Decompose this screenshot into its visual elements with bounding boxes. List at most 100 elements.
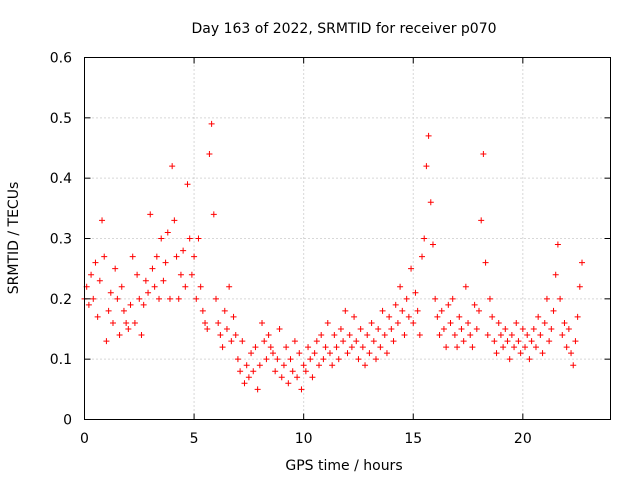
data-point	[353, 338, 360, 345]
data-point	[291, 338, 298, 345]
data-point	[99, 217, 106, 224]
data-point	[557, 295, 564, 302]
data-point	[526, 356, 533, 363]
data-point	[90, 295, 97, 302]
data-point	[443, 344, 450, 351]
grid	[84, 57, 611, 420]
data-point	[552, 271, 559, 278]
data-point	[522, 344, 529, 351]
data-point	[397, 283, 404, 290]
data-point	[287, 356, 294, 363]
data-point	[497, 332, 504, 339]
data-point	[337, 326, 344, 332]
data-point	[359, 344, 366, 351]
data-point	[414, 307, 421, 314]
data-point	[184, 181, 191, 188]
data-point	[158, 235, 165, 242]
data-point	[471, 301, 478, 308]
data-point	[565, 326, 572, 332]
data-point	[166, 295, 173, 302]
data-point	[372, 356, 379, 363]
data-point	[473, 326, 480, 332]
data-point	[302, 368, 309, 375]
data-point	[460, 338, 467, 345]
data-point	[136, 295, 143, 302]
data-point	[149, 265, 156, 272]
data-point	[335, 356, 342, 363]
data-point	[145, 289, 152, 296]
data-point	[206, 151, 213, 158]
data-point	[515, 338, 522, 345]
data-point	[256, 362, 263, 369]
data-point	[313, 338, 320, 345]
data-point	[109, 319, 116, 326]
data-point	[300, 362, 307, 369]
data-point	[351, 313, 358, 320]
data-point	[333, 344, 340, 351]
data-point	[305, 344, 312, 351]
data-point	[574, 313, 581, 320]
data-point	[188, 271, 195, 278]
data-point	[368, 319, 375, 326]
data-point	[576, 283, 583, 290]
data-point	[447, 319, 454, 326]
data-point	[204, 326, 211, 332]
data-point	[193, 295, 200, 302]
data-point	[495, 319, 502, 326]
data-point	[375, 326, 382, 332]
data-point	[285, 380, 292, 387]
data-point	[252, 344, 259, 351]
data-point	[92, 259, 99, 266]
data-point	[508, 332, 515, 339]
data-point	[383, 350, 390, 357]
data-point	[267, 344, 274, 351]
data-point	[140, 301, 147, 308]
data-point	[449, 295, 456, 302]
data-point	[173, 253, 180, 260]
data-point	[484, 332, 491, 339]
data-point	[269, 350, 276, 357]
data-point	[370, 338, 377, 345]
data-points	[81, 120, 586, 393]
data-point	[379, 307, 386, 314]
data-point	[362, 362, 369, 369]
data-point	[311, 350, 318, 357]
data-point	[261, 338, 268, 345]
data-point	[213, 295, 219, 302]
data-point	[197, 283, 204, 290]
data-point	[491, 338, 498, 345]
data-point	[410, 319, 417, 326]
data-point	[245, 374, 252, 381]
plot-frame	[84, 57, 611, 420]
data-point	[421, 235, 428, 242]
data-point	[101, 253, 108, 260]
data-point	[539, 350, 546, 357]
y-tick-labels: 0 0.1 0.2 0.3 0.4 0.5 0.6	[50, 51, 72, 429]
data-point	[112, 265, 119, 272]
data-point	[537, 332, 544, 339]
data-point	[434, 313, 441, 320]
data-point	[550, 307, 557, 314]
x-tick-label: 0	[80, 431, 89, 447]
data-point	[500, 344, 507, 351]
data-point	[570, 362, 577, 369]
data-point	[243, 362, 250, 369]
data-point	[342, 307, 349, 314]
data-point	[307, 356, 314, 363]
x-axis-label: GPS time / hours	[285, 458, 402, 474]
data-point	[177, 271, 184, 278]
data-point	[324, 319, 331, 326]
data-point	[162, 259, 169, 266]
data-point	[134, 271, 141, 278]
data-point	[502, 326, 509, 332]
data-point	[151, 283, 158, 290]
data-point	[454, 344, 461, 351]
y-tick-label: 0	[63, 413, 72, 429]
data-point	[579, 259, 586, 266]
y-tick-label: 0.5	[50, 111, 72, 127]
data-point	[480, 151, 487, 158]
data-point	[425, 132, 432, 139]
data-point	[419, 253, 426, 260]
data-point	[175, 295, 182, 302]
data-point	[274, 356, 281, 363]
